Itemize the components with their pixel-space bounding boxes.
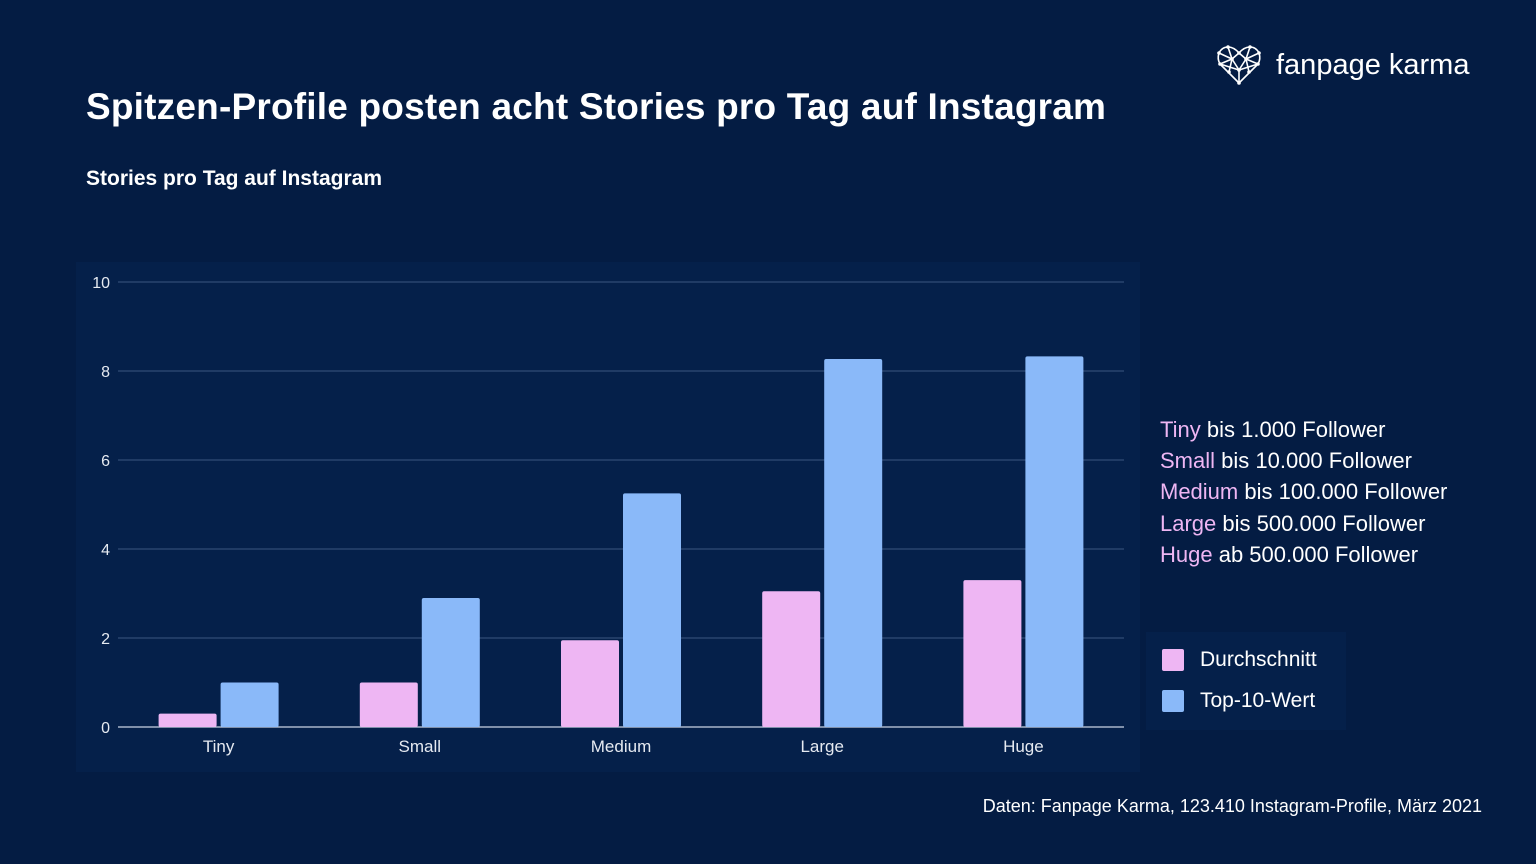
- legend-label: Durchschnitt: [1200, 648, 1317, 671]
- y-tick-label: 0: [101, 720, 110, 737]
- heart-network-icon: [1217, 45, 1261, 85]
- bar-top-10-wert-medium: [623, 493, 681, 727]
- size-name: Medium: [1160, 479, 1239, 505]
- size-definition-large: Large bis 500.000 Follower: [1160, 508, 1447, 539]
- size-name: Small: [1160, 448, 1216, 474]
- brand: fanpage karma: [1216, 44, 1469, 86]
- grid-lines: [118, 281, 1124, 728]
- x-category-label: Large: [800, 737, 843, 756]
- bars: [158, 356, 1084, 727]
- bar-top-10-wert-huge: [1025, 356, 1084, 727]
- bar-durchschnitt-small: [359, 682, 418, 727]
- size-definition-small: Small bis 10.000 Follower: [1160, 445, 1447, 476]
- size-description: bis 500.000 Follower: [1222, 510, 1426, 536]
- legend-label: Top-10-Wert: [1200, 689, 1316, 712]
- chart-subtitle: Stories pro Tag auf Instagram: [86, 167, 382, 190]
- y-tick-label: 2: [101, 631, 110, 648]
- size-description: bis 1.000 Follower: [1206, 417, 1386, 442]
- x-category-label: Medium: [591, 737, 651, 756]
- source-note: Daten: Fanpage Karma, 123.410 Instagram-…: [982, 796, 1482, 816]
- bar-top-10-wert-small: [421, 597, 480, 727]
- y-tick-label: 6: [101, 453, 110, 470]
- size-name: Tiny: [1160, 417, 1201, 442]
- x-category-label: Tiny: [203, 737, 235, 756]
- size-definitions: Tiny bis 1.000 Follower Small bis 10.000 …: [1160, 414, 1447, 570]
- bar-top-10-wert-large: [824, 358, 883, 727]
- axis-labels: 0 2 4 6 8 10 Tiny Small Medium Large Huge: [92, 275, 1044, 756]
- x-category-label: Small: [399, 737, 442, 756]
- bar-durchschnitt-medium: [561, 640, 619, 727]
- bar-chart: 0 2 4 6 8 10 Tiny Small Medium Large Huge: [92, 275, 1124, 756]
- size-description: bis 100.000 Follower: [1244, 479, 1448, 505]
- y-tick-label: 10: [92, 275, 110, 292]
- size-name: Large: [1160, 510, 1217, 536]
- bar-durchschnitt-tiny: [158, 713, 217, 727]
- size-name: Huge: [1160, 541, 1213, 567]
- legend-item-top10: Top-10-Wert: [1162, 689, 1315, 713]
- legend-item-durchschnitt: Durchschnitt: [1162, 648, 1317, 672]
- size-description: ab 500.000 Follower: [1218, 541, 1419, 567]
- size-definition-tiny: Tiny bis 1.000 Follower: [1160, 414, 1447, 445]
- bar-durchschnitt-large: [762, 591, 821, 727]
- size-description: bis 10.000 Follower: [1221, 448, 1412, 474]
- size-definition-huge: Huge ab 500.000 Follower: [1160, 539, 1447, 570]
- chart-legend: Durchschnitt Top-10-Wert: [1146, 632, 1346, 730]
- brand-name: fanpage karma: [1276, 48, 1470, 81]
- y-tick-label: 8: [101, 364, 110, 381]
- legend-swatch-durchschnitt: [1162, 649, 1184, 671]
- page-title: Spitzen-Profile posten acht Stories pro …: [86, 86, 1107, 127]
- legend-swatch-top10: [1162, 690, 1184, 712]
- x-category-label: Huge: [1003, 737, 1044, 756]
- y-tick-label: 4: [101, 542, 110, 559]
- bar-top-10-wert-tiny: [220, 682, 279, 727]
- bar-durchschnitt-huge: [963, 580, 1022, 727]
- size-definition-medium: Medium bis 100.000 Follower: [1160, 476, 1447, 507]
